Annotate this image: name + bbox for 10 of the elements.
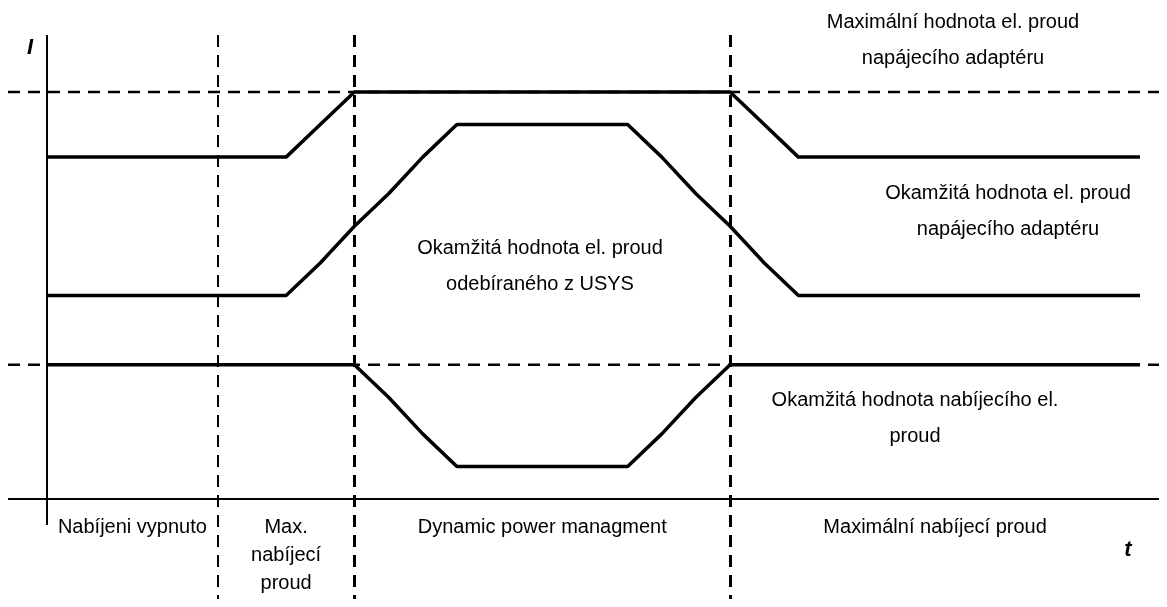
text: Maximální nabíjecí proud — [823, 514, 1047, 537]
text: Dynamic power managment — [417, 514, 668, 537]
text: Okamžitá hodnota el. proud odebíraného z USYS — [417, 235, 663, 294]
y-axis-title: I — [26, 34, 34, 60]
series-label: Okamžitá hodnota el. proud napájecího adaptéru — [885, 180, 1131, 239]
text: Max. nabíjecí proud — [251, 514, 322, 593]
ref-line-label: Maximální hodnota el. proud napájecího adaptéru — [826, 9, 1080, 68]
series-label: Okamžitá hodnota nabíjecího el. proud — [771, 387, 1059, 446]
x-axis-title: t — [1124, 536, 1134, 562]
text: Nabíjeni vypnuto — [57, 514, 207, 537]
